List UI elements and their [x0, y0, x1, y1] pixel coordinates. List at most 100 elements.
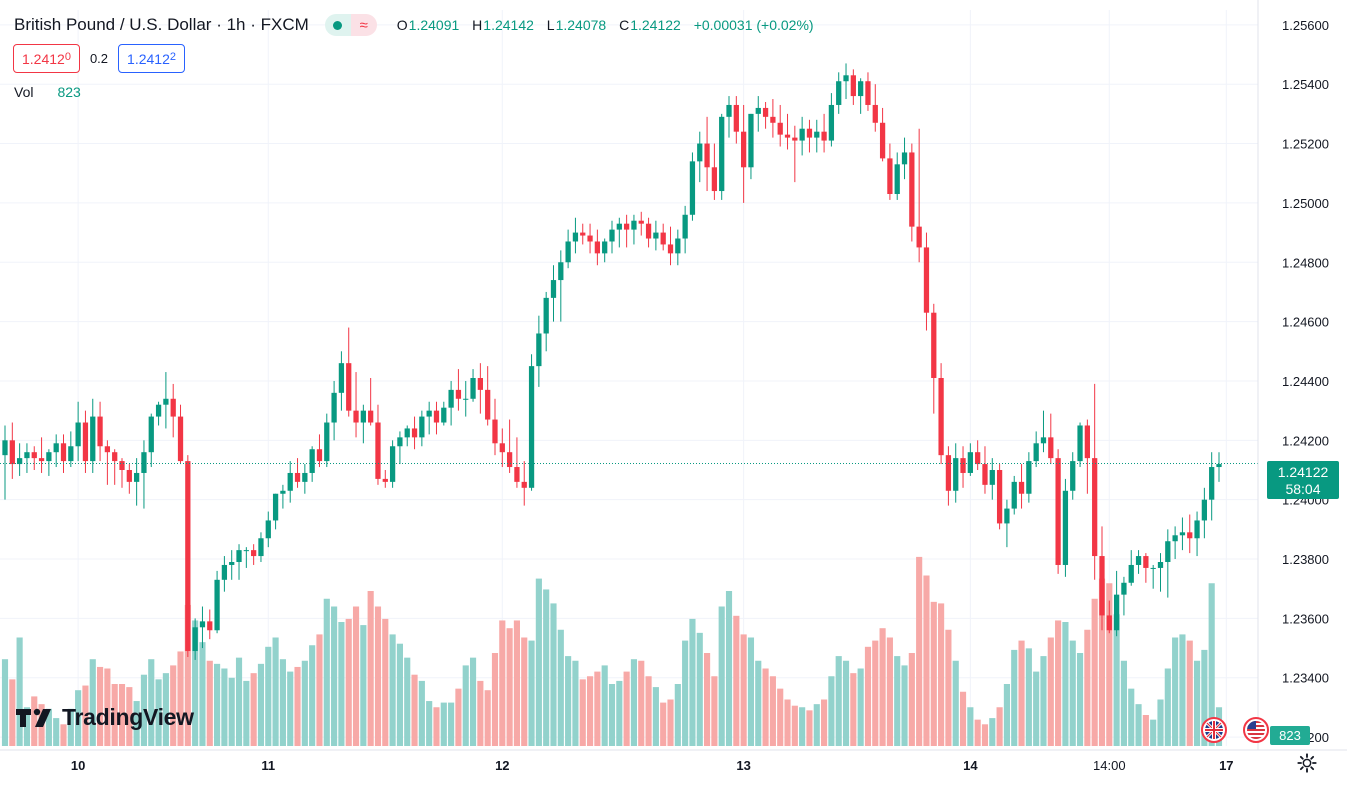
candle [492, 398, 498, 456]
volume-bar [733, 615, 740, 746]
wave-icon[interactable]: ≈ [350, 14, 377, 36]
candle [514, 437, 520, 488]
last-price-label: 1.24122 58:04 [1267, 461, 1339, 499]
candle [682, 205, 688, 254]
candle-body [1033, 443, 1039, 462]
volume-legend[interactable]: Vol 823 [14, 84, 81, 100]
market-open-dot-icon[interactable] [324, 14, 351, 36]
volume-bar [60, 724, 67, 746]
candle-body [1150, 567, 1156, 569]
volume-bar [821, 699, 828, 746]
volume-bar [111, 684, 118, 746]
candle-body [331, 392, 337, 423]
candle-body [528, 366, 535, 488]
candle-body [514, 467, 520, 482]
candle [784, 113, 791, 150]
candle-body [667, 244, 674, 254]
candle-body [967, 452, 973, 473]
candle [207, 609, 213, 640]
volume-bar [608, 684, 616, 746]
volume-bar [9, 679, 16, 746]
gear-icon[interactable] [1296, 752, 1318, 774]
volume-bar [535, 578, 542, 746]
candle [53, 434, 59, 468]
candle-body [104, 446, 111, 453]
candle [1201, 487, 1208, 539]
candle [9, 422, 15, 479]
volume-bar [243, 680, 250, 746]
sell-button[interactable]: 1.2412 0 [13, 44, 80, 73]
volume-bar [1011, 649, 1018, 746]
candle-body [660, 232, 666, 245]
volume-bar [104, 668, 111, 746]
buy-price-pip: 2 [169, 50, 176, 63]
candle-body [748, 113, 754, 168]
price-tick-label: 1.23800 [1282, 552, 1329, 567]
volume-bar [374, 606, 382, 746]
volume-bar [916, 556, 923, 746]
candle [792, 125, 798, 183]
candle-body [814, 131, 820, 138]
volume-bar [850, 673, 857, 746]
buy-button[interactable]: 1.2412 2 [118, 44, 185, 73]
volume-bar [1201, 649, 1208, 746]
candle [602, 238, 608, 263]
candle-body [185, 461, 191, 652]
us-flag-icon[interactable] [1243, 717, 1269, 743]
candle [485, 366, 491, 426]
volume-bar [769, 676, 776, 746]
volume-bar [309, 645, 316, 746]
candle-body [16, 458, 23, 465]
candle-body [1135, 556, 1142, 565]
candle [185, 455, 191, 657]
candle-body [492, 419, 498, 444]
candle-body [463, 398, 469, 400]
volume-bar [484, 690, 491, 746]
candle [996, 464, 1003, 530]
volume-bar [221, 668, 228, 746]
candle [433, 401, 440, 435]
candle-body [865, 81, 871, 105]
candle [697, 131, 703, 183]
volume-bar [433, 707, 440, 746]
volume-bar [426, 701, 433, 746]
candle-body [623, 223, 630, 230]
candle-body [375, 422, 381, 479]
candle-body [836, 81, 842, 105]
volume-bar [133, 701, 140, 746]
volume-bar [923, 575, 930, 746]
volume-bar [521, 637, 528, 746]
candle-body [1070, 461, 1076, 491]
volume-bar [857, 668, 864, 746]
candle-body [1099, 556, 1105, 616]
candle [689, 152, 696, 221]
candle [82, 410, 89, 473]
candle-body [631, 220, 637, 230]
tradingview-logo[interactable]: TradingView [16, 704, 194, 731]
candle [521, 461, 527, 506]
volume-bar [1055, 620, 1062, 746]
candle-body [397, 437, 403, 447]
symbol-title[interactable]: British Pound / U.S. Dollar · 1h · FXCM [14, 15, 309, 34]
candle [719, 113, 725, 200]
candle-body [75, 422, 81, 447]
volume-bar [616, 680, 623, 746]
candle-body [558, 262, 564, 281]
volume-bar [118, 684, 126, 746]
uk-flag-icon[interactable] [1201, 717, 1227, 743]
candle-body [1179, 532, 1186, 536]
candle [755, 96, 761, 132]
volume-bar [1033, 671, 1040, 746]
candle-body [346, 363, 352, 411]
volume-bar [842, 660, 850, 746]
candle [953, 443, 959, 503]
candle [777, 104, 783, 147]
candle-body [945, 455, 952, 491]
candle [1099, 526, 1105, 631]
market-status-pill[interactable]: ≈ [324, 14, 377, 36]
volume-bar [67, 708, 74, 746]
candle [353, 372, 359, 438]
candle [931, 303, 937, 414]
